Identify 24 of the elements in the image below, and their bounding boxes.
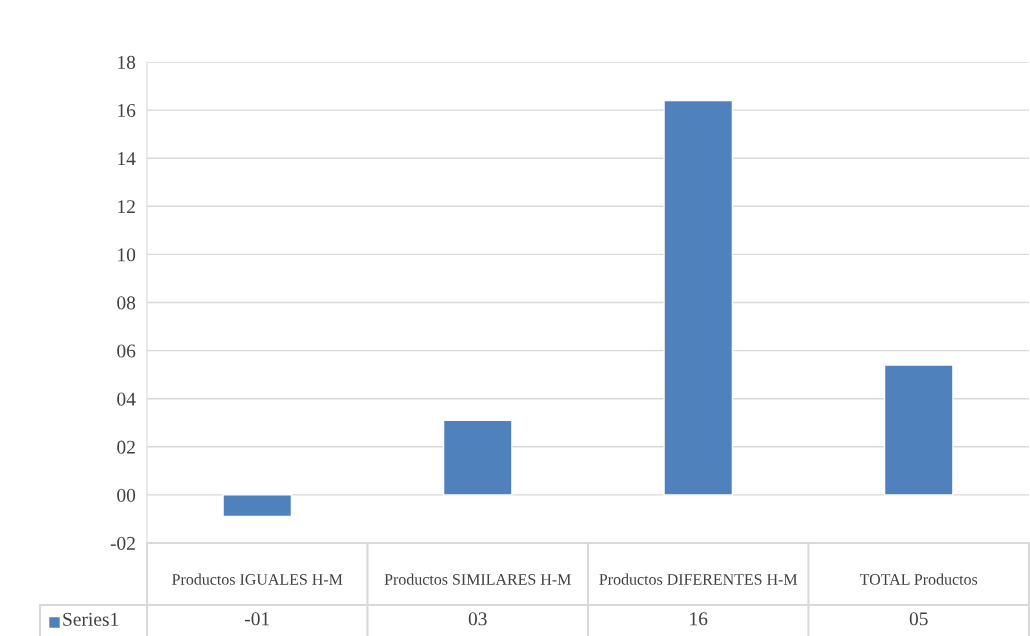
x-tick-label: Productos IGUALES H-M	[172, 573, 343, 585]
data-label: 05	[909, 612, 928, 626]
y-tick-label: 04	[117, 392, 136, 406]
bar	[663, 99, 734, 496]
y-tick-label: -02	[110, 536, 135, 550]
y-tick-label: 12	[118, 200, 135, 214]
x-tick-label: Productos DIFERENTES H-M	[599, 573, 798, 585]
data-label: 16	[690, 612, 708, 626]
y-tick-label: 06	[117, 344, 136, 358]
x-tick-label: Productos SIMILARES H-M	[384, 573, 571, 585]
data-label: 03	[468, 612, 487, 626]
bar	[222, 494, 293, 518]
y-tick-label: 16	[118, 103, 136, 118]
y-tick-label: 08	[117, 296, 136, 310]
y-tick-label: 14	[118, 152, 136, 165]
x-tick-label: TOTAL Productos	[859, 573, 978, 585]
y-tick-label: 02	[117, 440, 135, 454]
bar	[883, 364, 954, 496]
y-tick-label: 18	[118, 55, 136, 69]
y-tick-label: 10	[118, 248, 136, 262]
y-tick-label: 00	[117, 488, 136, 502]
bar	[442, 419, 513, 496]
data-label: -01	[245, 612, 270, 626]
legend-label: Series1	[63, 612, 119, 626]
